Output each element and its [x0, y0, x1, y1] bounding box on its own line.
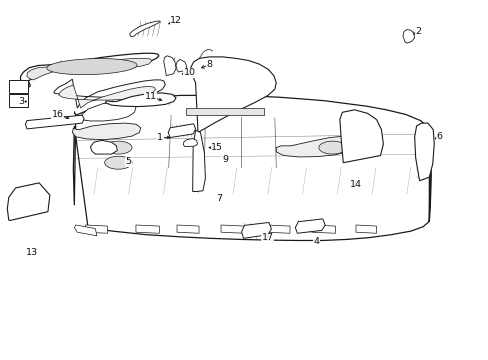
Polygon shape [7, 183, 50, 220]
Polygon shape [168, 124, 195, 138]
Polygon shape [20, 53, 159, 89]
Polygon shape [190, 57, 276, 132]
Text: 3: 3 [18, 97, 24, 106]
Text: 10: 10 [183, 68, 195, 77]
Polygon shape [295, 219, 325, 233]
Polygon shape [27, 58, 151, 80]
Polygon shape [73, 95, 430, 240]
Polygon shape [266, 225, 289, 233]
Polygon shape [241, 222, 271, 238]
Polygon shape [129, 21, 160, 37]
Polygon shape [85, 225, 107, 233]
Text: 16: 16 [52, 110, 63, 119]
Polygon shape [74, 102, 136, 121]
Polygon shape [183, 139, 197, 147]
Text: 6: 6 [435, 132, 441, 140]
Polygon shape [221, 225, 244, 233]
Polygon shape [54, 79, 165, 108]
Polygon shape [104, 156, 132, 169]
Text: 2: 2 [414, 27, 420, 36]
Polygon shape [339, 110, 383, 163]
Text: 12: 12 [170, 16, 182, 25]
Polygon shape [176, 59, 186, 72]
Text: 17: 17 [262, 233, 273, 242]
Polygon shape [163, 56, 176, 76]
Polygon shape [74, 225, 97, 236]
Polygon shape [192, 130, 205, 192]
Polygon shape [318, 141, 346, 154]
Polygon shape [59, 85, 155, 108]
Polygon shape [136, 225, 159, 233]
Text: 15: 15 [211, 143, 223, 152]
Text: 1: 1 [157, 133, 163, 142]
Polygon shape [185, 108, 264, 115]
Polygon shape [276, 136, 355, 157]
Polygon shape [414, 123, 433, 181]
Text: 9: 9 [222, 154, 227, 163]
Text: 14: 14 [349, 180, 361, 189]
Polygon shape [90, 140, 117, 154]
Text: 7: 7 [216, 194, 222, 203]
Text: 8: 8 [206, 60, 212, 69]
Polygon shape [105, 93, 176, 107]
Polygon shape [104, 141, 132, 154]
Polygon shape [72, 123, 141, 140]
Polygon shape [311, 225, 335, 233]
Polygon shape [9, 94, 28, 107]
Polygon shape [355, 225, 376, 233]
Text: 5: 5 [125, 157, 131, 166]
Text: 11: 11 [144, 92, 156, 101]
Polygon shape [177, 225, 199, 233]
Polygon shape [47, 59, 137, 75]
Text: 4: 4 [313, 237, 319, 246]
Polygon shape [402, 30, 414, 43]
Polygon shape [9, 80, 28, 93]
Polygon shape [25, 115, 84, 129]
Text: 13: 13 [26, 248, 38, 257]
